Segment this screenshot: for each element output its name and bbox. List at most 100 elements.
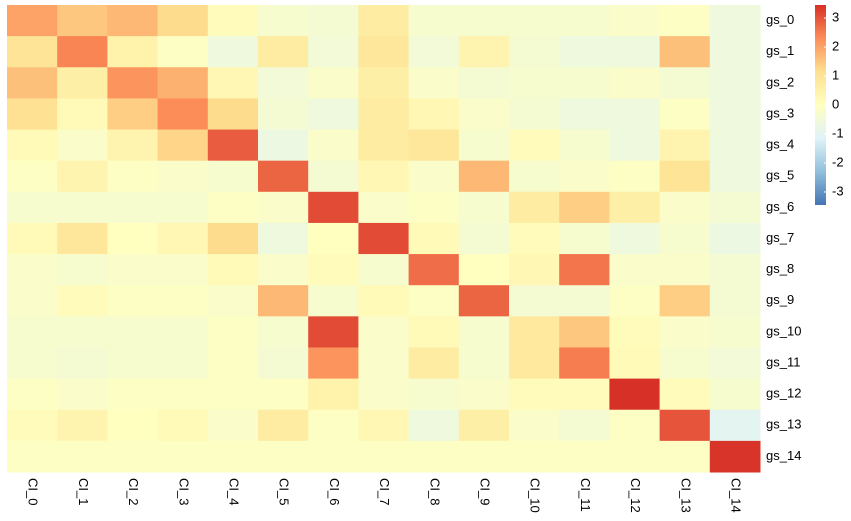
heatmap-cell bbox=[408, 129, 460, 162]
heatmap-cell bbox=[57, 440, 108, 473]
heatmap-cell bbox=[659, 98, 711, 131]
heatmap-cell bbox=[659, 5, 711, 37]
heatmap-cell bbox=[709, 160, 761, 193]
heatmap-cell bbox=[258, 36, 309, 68]
heatmap-cell bbox=[358, 5, 410, 37]
heatmap-cell bbox=[509, 409, 560, 442]
heatmap-cell bbox=[709, 98, 761, 131]
heatmap-cell bbox=[659, 129, 711, 162]
heatmap-cell bbox=[408, 36, 460, 68]
heatmap-cell bbox=[358, 440, 410, 473]
heatmap-cell bbox=[7, 222, 58, 255]
heatmap-cell bbox=[559, 254, 610, 286]
heatmap-cell bbox=[7, 191, 58, 224]
heatmap-cell bbox=[358, 347, 410, 380]
heatmap-cell bbox=[207, 5, 259, 37]
heatmap-cell bbox=[458, 222, 510, 255]
heatmap-cell bbox=[659, 409, 711, 442]
heatmap-cell bbox=[308, 98, 359, 131]
row-label: gs_12 bbox=[766, 386, 801, 401]
heatmap-cell bbox=[509, 160, 560, 193]
heatmap-cell bbox=[157, 67, 209, 99]
heatmap-cell bbox=[709, 36, 761, 68]
heatmap-cell bbox=[659, 285, 711, 317]
heatmap-cell bbox=[157, 5, 209, 37]
heatmap-cell bbox=[509, 67, 560, 99]
heatmap-cell bbox=[358, 254, 410, 286]
heatmap-cell bbox=[207, 191, 259, 224]
heatmap-cell bbox=[157, 98, 209, 131]
heatmap-cell bbox=[509, 36, 560, 68]
heatmap-cell bbox=[107, 222, 159, 255]
heatmap-cell bbox=[358, 316, 410, 348]
heatmap-cell bbox=[659, 222, 711, 255]
heatmap-cell bbox=[509, 129, 560, 162]
row-label: gs_2 bbox=[766, 74, 794, 89]
heatmap-cell bbox=[308, 440, 359, 473]
heatmap-cell bbox=[57, 160, 108, 193]
heatmap-cell bbox=[258, 316, 309, 348]
heatmap-cell bbox=[258, 222, 309, 255]
heatmap-cell bbox=[709, 5, 761, 37]
heatmap-cell bbox=[107, 285, 159, 317]
column-label: CI_11 bbox=[578, 478, 593, 512]
heatmap-cell bbox=[559, 409, 610, 442]
heatmap-cell bbox=[308, 36, 359, 68]
color-bar bbox=[815, 5, 826, 205]
column-label: CI_14 bbox=[728, 478, 743, 513]
heatmap-cell bbox=[609, 347, 661, 380]
heatmap-cell bbox=[509, 98, 560, 131]
heatmap-cell bbox=[458, 285, 510, 317]
heatmap-cell bbox=[408, 316, 460, 348]
heatmap-cell bbox=[7, 316, 58, 348]
heatmap-cell bbox=[609, 129, 661, 162]
heatmap-cell bbox=[559, 98, 610, 131]
color-bar-tick-label: -2 bbox=[832, 154, 844, 169]
heatmap-cell bbox=[408, 98, 460, 131]
heatmap-cell bbox=[709, 129, 761, 162]
row-label: gs_6 bbox=[766, 199, 794, 214]
heatmap-cell bbox=[559, 129, 610, 162]
heatmap-cell bbox=[57, 409, 108, 442]
heatmap-cell bbox=[609, 440, 661, 473]
heatmap-cell bbox=[157, 160, 209, 193]
heatmap-cell bbox=[157, 191, 209, 224]
heatmap-cell bbox=[559, 5, 610, 37]
heatmap-cell bbox=[358, 67, 410, 99]
row-label: gs_14 bbox=[766, 448, 801, 463]
heatmap-cell bbox=[107, 254, 159, 286]
heatmap-cell bbox=[609, 98, 661, 131]
heatmap-cell bbox=[107, 160, 159, 193]
heatmap-cell bbox=[7, 129, 58, 162]
heatmap-cell bbox=[57, 378, 108, 411]
heatmap-cell bbox=[258, 409, 309, 442]
color-bar-tick-label: -3 bbox=[832, 183, 844, 198]
heatmap-cell bbox=[408, 378, 460, 411]
heatmap-cell bbox=[509, 222, 560, 255]
column-label: CI_3 bbox=[176, 478, 191, 505]
heatmap-cell bbox=[358, 98, 410, 131]
heatmap-cell bbox=[458, 160, 510, 193]
heatmap-cell bbox=[308, 191, 359, 224]
heatmap-cell bbox=[509, 5, 560, 37]
heatmap-cell bbox=[308, 67, 359, 99]
column-label: CI_7 bbox=[377, 478, 392, 505]
color-bar-tick-label: 3 bbox=[832, 9, 839, 24]
heatmap-cell bbox=[408, 440, 460, 473]
heatmap-cell bbox=[509, 440, 560, 473]
column-label: CI_6 bbox=[327, 478, 342, 505]
heatmap-cell bbox=[207, 316, 259, 348]
heatmap-cell bbox=[157, 285, 209, 317]
heatmap-cell bbox=[609, 222, 661, 255]
heatmap-cell bbox=[107, 129, 159, 162]
heatmap-cell bbox=[609, 409, 661, 442]
row-label: gs_0 bbox=[766, 12, 794, 27]
heatmap-cell bbox=[258, 440, 309, 473]
heatmap-cell bbox=[509, 285, 560, 317]
heatmap-cell bbox=[258, 67, 309, 99]
heatmap-cell bbox=[659, 67, 711, 99]
column-label: CI_8 bbox=[427, 478, 442, 505]
color-bar-tick-label: -1 bbox=[832, 125, 844, 140]
heatmap-cell bbox=[559, 36, 610, 68]
heatmap-cell bbox=[207, 98, 259, 131]
